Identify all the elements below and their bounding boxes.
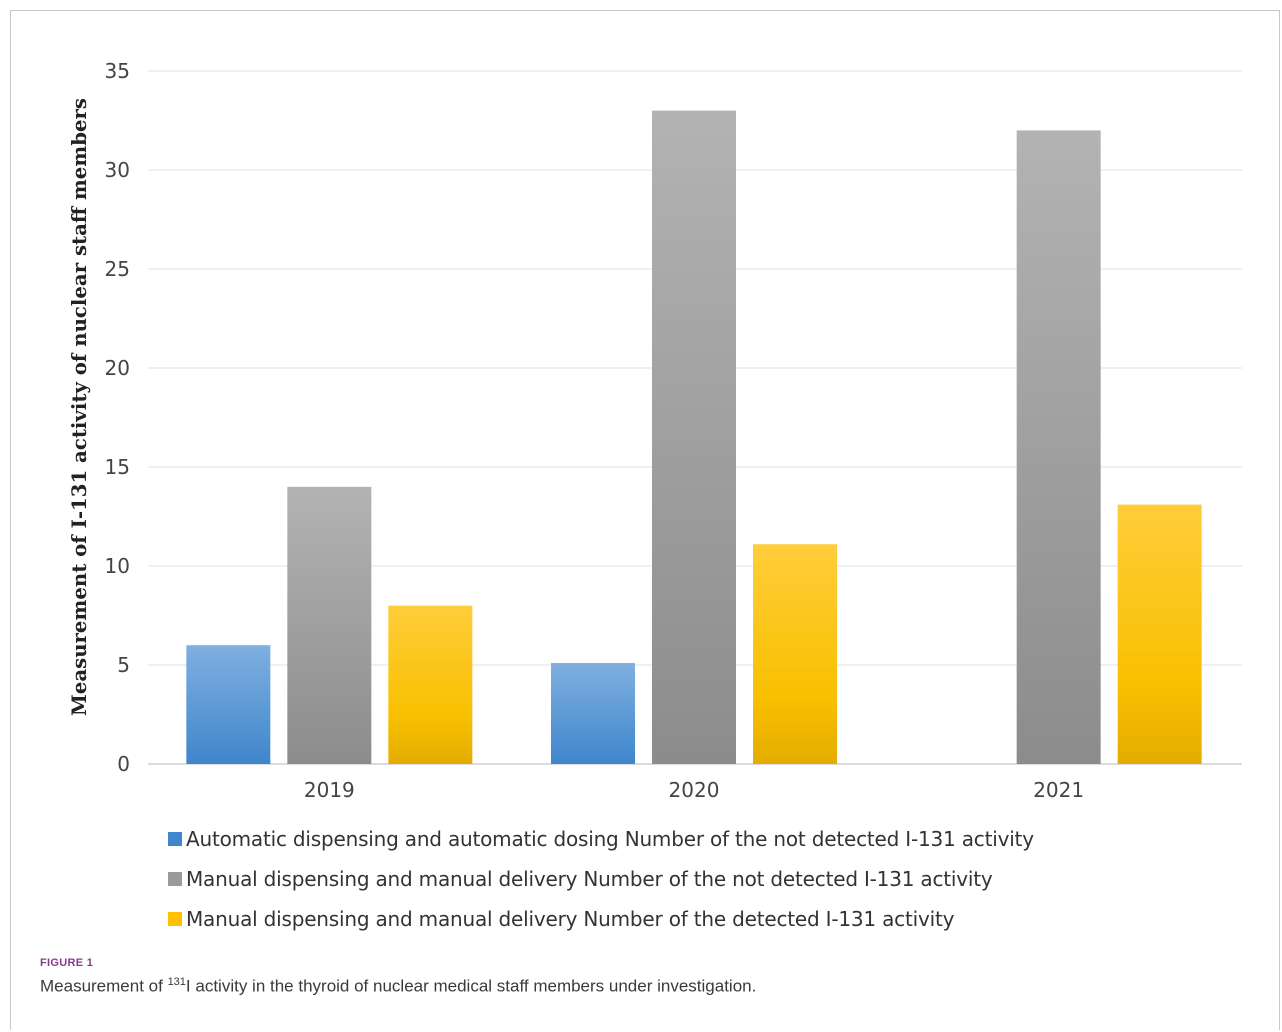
legend-swatch-yellow	[168, 912, 182, 926]
bar-2020-series-1	[551, 663, 635, 764]
bar-2021-series-3	[1117, 504, 1202, 764]
bar-2020-series-2	[652, 110, 736, 765]
figure-caption: Measurement of 131I activity in the thyr…	[40, 976, 757, 996]
legend-label: Manual dispensing and manual delivery Nu…	[186, 867, 993, 891]
x-tick-label: 2019	[304, 778, 355, 802]
x-tick-label: 2020	[669, 778, 720, 802]
y-tick-label: 25	[105, 257, 130, 281]
bar-2019-series-3	[388, 605, 473, 764]
bar-2020-series-3	[753, 544, 837, 764]
legend-label: Automatic dispensing and automatic dosin…	[186, 827, 1034, 851]
y-tick-label: 15	[105, 455, 130, 479]
y-tick-label: 20	[105, 356, 130, 380]
y-tick-label: 35	[105, 59, 130, 83]
y-axis-ticks: 0 5 10 15 20 25 30 35	[105, 59, 130, 776]
bar-2021-series-2	[1016, 130, 1101, 764]
y-tick-label: 0	[117, 752, 130, 776]
legend-item-manual-detected: Manual dispensing and manual delivery Nu…	[168, 904, 954, 934]
y-tick-label: 30	[105, 158, 130, 182]
x-axis-ticks: 2019 2020 2021	[304, 778, 1084, 802]
x-tick-label: 2021	[1033, 778, 1084, 802]
legend-swatch-blue	[168, 832, 182, 846]
y-tick-label: 5	[117, 653, 130, 677]
figure-frame	[10, 10, 1280, 1030]
bar-chart: 0 5 10 15 20 25 30 35 2019 2020 2021 Measurement …	[67, 59, 1242, 802]
bar-2019-series-2	[287, 486, 372, 764]
legend-item-automatic-not-detected: Automatic dispensing and automatic dosin…	[168, 824, 1034, 854]
y-tick-label: 10	[105, 554, 130, 578]
y-axis-label: Measurement of I-131 activity of nuclear…	[67, 98, 91, 716]
legend-swatch-gray	[168, 872, 182, 886]
bar-2019-series-1	[186, 645, 271, 764]
legend-item-manual-not-detected: Manual dispensing and manual delivery Nu…	[168, 864, 993, 894]
legend-label: Manual dispensing and manual delivery Nu…	[186, 907, 955, 931]
bars	[186, 110, 1202, 765]
figure-label: FIGURE 1	[40, 957, 94, 969]
